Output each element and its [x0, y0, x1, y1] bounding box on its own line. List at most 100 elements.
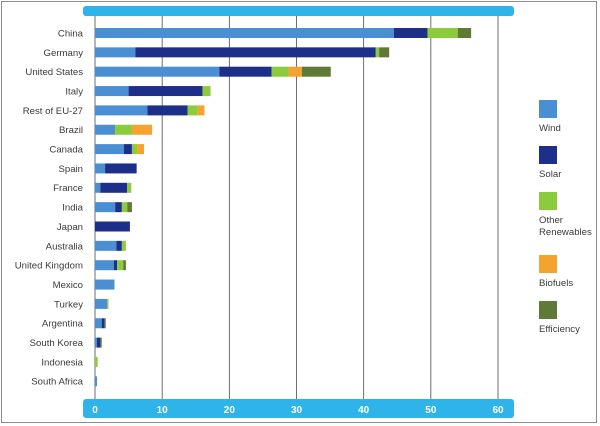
category-label: Rest of EU-27 — [23, 106, 83, 117]
bar-segment — [95, 144, 124, 155]
bar-segment — [101, 318, 105, 329]
bar-segment — [131, 144, 138, 155]
bar-segment — [95, 221, 130, 232]
x-tick-label: 60 — [492, 405, 504, 416]
legend-swatch — [539, 301, 557, 319]
bar-segment — [219, 66, 272, 77]
category-label: Indonesia — [41, 357, 83, 368]
bar-segment — [95, 260, 114, 271]
bar-segment — [128, 86, 203, 97]
category-label: South Africa — [31, 377, 83, 388]
category-label: India — [62, 203, 83, 214]
legend-label: Renewables — [539, 227, 592, 238]
bar-segment — [457, 28, 472, 38]
x-tick-label: 20 — [224, 405, 236, 416]
category-label: France — [53, 183, 83, 194]
x-tick-label: 0 — [92, 405, 98, 416]
bar-segment — [197, 105, 205, 116]
bar-segment — [127, 202, 132, 213]
bar-segment — [135, 47, 376, 58]
bar-segment — [100, 182, 128, 193]
legend-label: Other — [539, 215, 564, 226]
bar-segment — [95, 182, 101, 193]
legend-label: Biofuels — [539, 278, 573, 289]
bar-segment — [95, 105, 148, 116]
bar-segment — [115, 202, 122, 213]
category-labels: China Germany United States Italy Rest of EU… — [15, 28, 84, 387]
bar-segment — [288, 66, 302, 77]
x-tick-label: 30 — [291, 405, 303, 416]
bar-segment — [95, 202, 116, 213]
category-label: Argentina — [42, 319, 84, 330]
bar-segment — [95, 163, 106, 174]
category-label: United States — [25, 67, 83, 78]
bar-segment — [113, 260, 118, 271]
category-label: Turkey — [54, 299, 83, 310]
bar-segment — [202, 86, 211, 97]
category-label: Italy — [65, 86, 83, 97]
legend-swatch — [539, 192, 557, 210]
bar-segment — [100, 337, 102, 348]
category-label: Canada — [49, 145, 83, 156]
legend-swatch — [539, 146, 557, 164]
bar-segment — [427, 28, 458, 38]
bar-segment — [105, 163, 137, 174]
x-tick-labels: 0 10 20 30 40 50 60 — [92, 405, 504, 416]
category-label: Australia — [46, 241, 84, 252]
category-label: Germany — [44, 48, 84, 59]
bar-segment — [95, 66, 220, 77]
bar-segment — [271, 66, 289, 77]
bar-segment — [127, 182, 132, 193]
bar-segment — [95, 337, 98, 348]
bar-segment — [95, 86, 129, 97]
bar-segment — [104, 318, 106, 329]
x-tick-label: 10 — [157, 405, 169, 416]
bar-segment — [95, 28, 394, 38]
bar-segment — [187, 105, 198, 116]
legend-swatch — [539, 100, 557, 118]
bar-segment — [121, 202, 128, 213]
bar-segment — [147, 105, 188, 116]
bar-segment — [95, 318, 102, 329]
bar-segment — [131, 124, 153, 135]
bar-segment — [95, 124, 116, 135]
bar-segment — [97, 337, 101, 348]
bar-segment — [116, 240, 122, 251]
bar-segment — [123, 144, 132, 155]
legend-swatch — [539, 255, 557, 273]
legend-label: Solar — [539, 169, 562, 180]
category-label: Brazil — [59, 125, 83, 136]
bar-segment — [95, 376, 98, 387]
category-label: Spain — [58, 164, 83, 175]
bar-segment — [123, 260, 126, 271]
bottom-axis-band — [83, 399, 514, 418]
bar-segment — [95, 356, 98, 367]
bar-segment — [107, 298, 109, 309]
legend-label: Wind — [539, 123, 561, 134]
bar-segment — [375, 47, 380, 58]
bar-segment — [115, 124, 132, 135]
bar-segment — [117, 260, 124, 271]
legend-label: Efficiency — [539, 324, 580, 335]
x-tick-label: 50 — [425, 405, 437, 416]
category-label: Mexico — [53, 280, 83, 291]
top-band — [83, 6, 514, 16]
bar-segment — [301, 66, 331, 77]
bar-segment — [121, 240, 126, 251]
x-tick-label: 40 — [358, 405, 370, 416]
bar-segment — [95, 240, 117, 251]
bar-segment — [379, 47, 390, 58]
bar-segment — [95, 298, 108, 309]
category-label: China — [58, 28, 84, 39]
bars — [95, 28, 472, 387]
category-label: United Kingdom — [15, 261, 83, 272]
category-label: South Korea — [30, 338, 84, 349]
bar-segment — [137, 144, 145, 155]
bar-segment — [95, 47, 136, 58]
category-label: Japan — [57, 222, 83, 233]
bar-segment — [95, 279, 115, 290]
bar-segment — [393, 28, 428, 38]
